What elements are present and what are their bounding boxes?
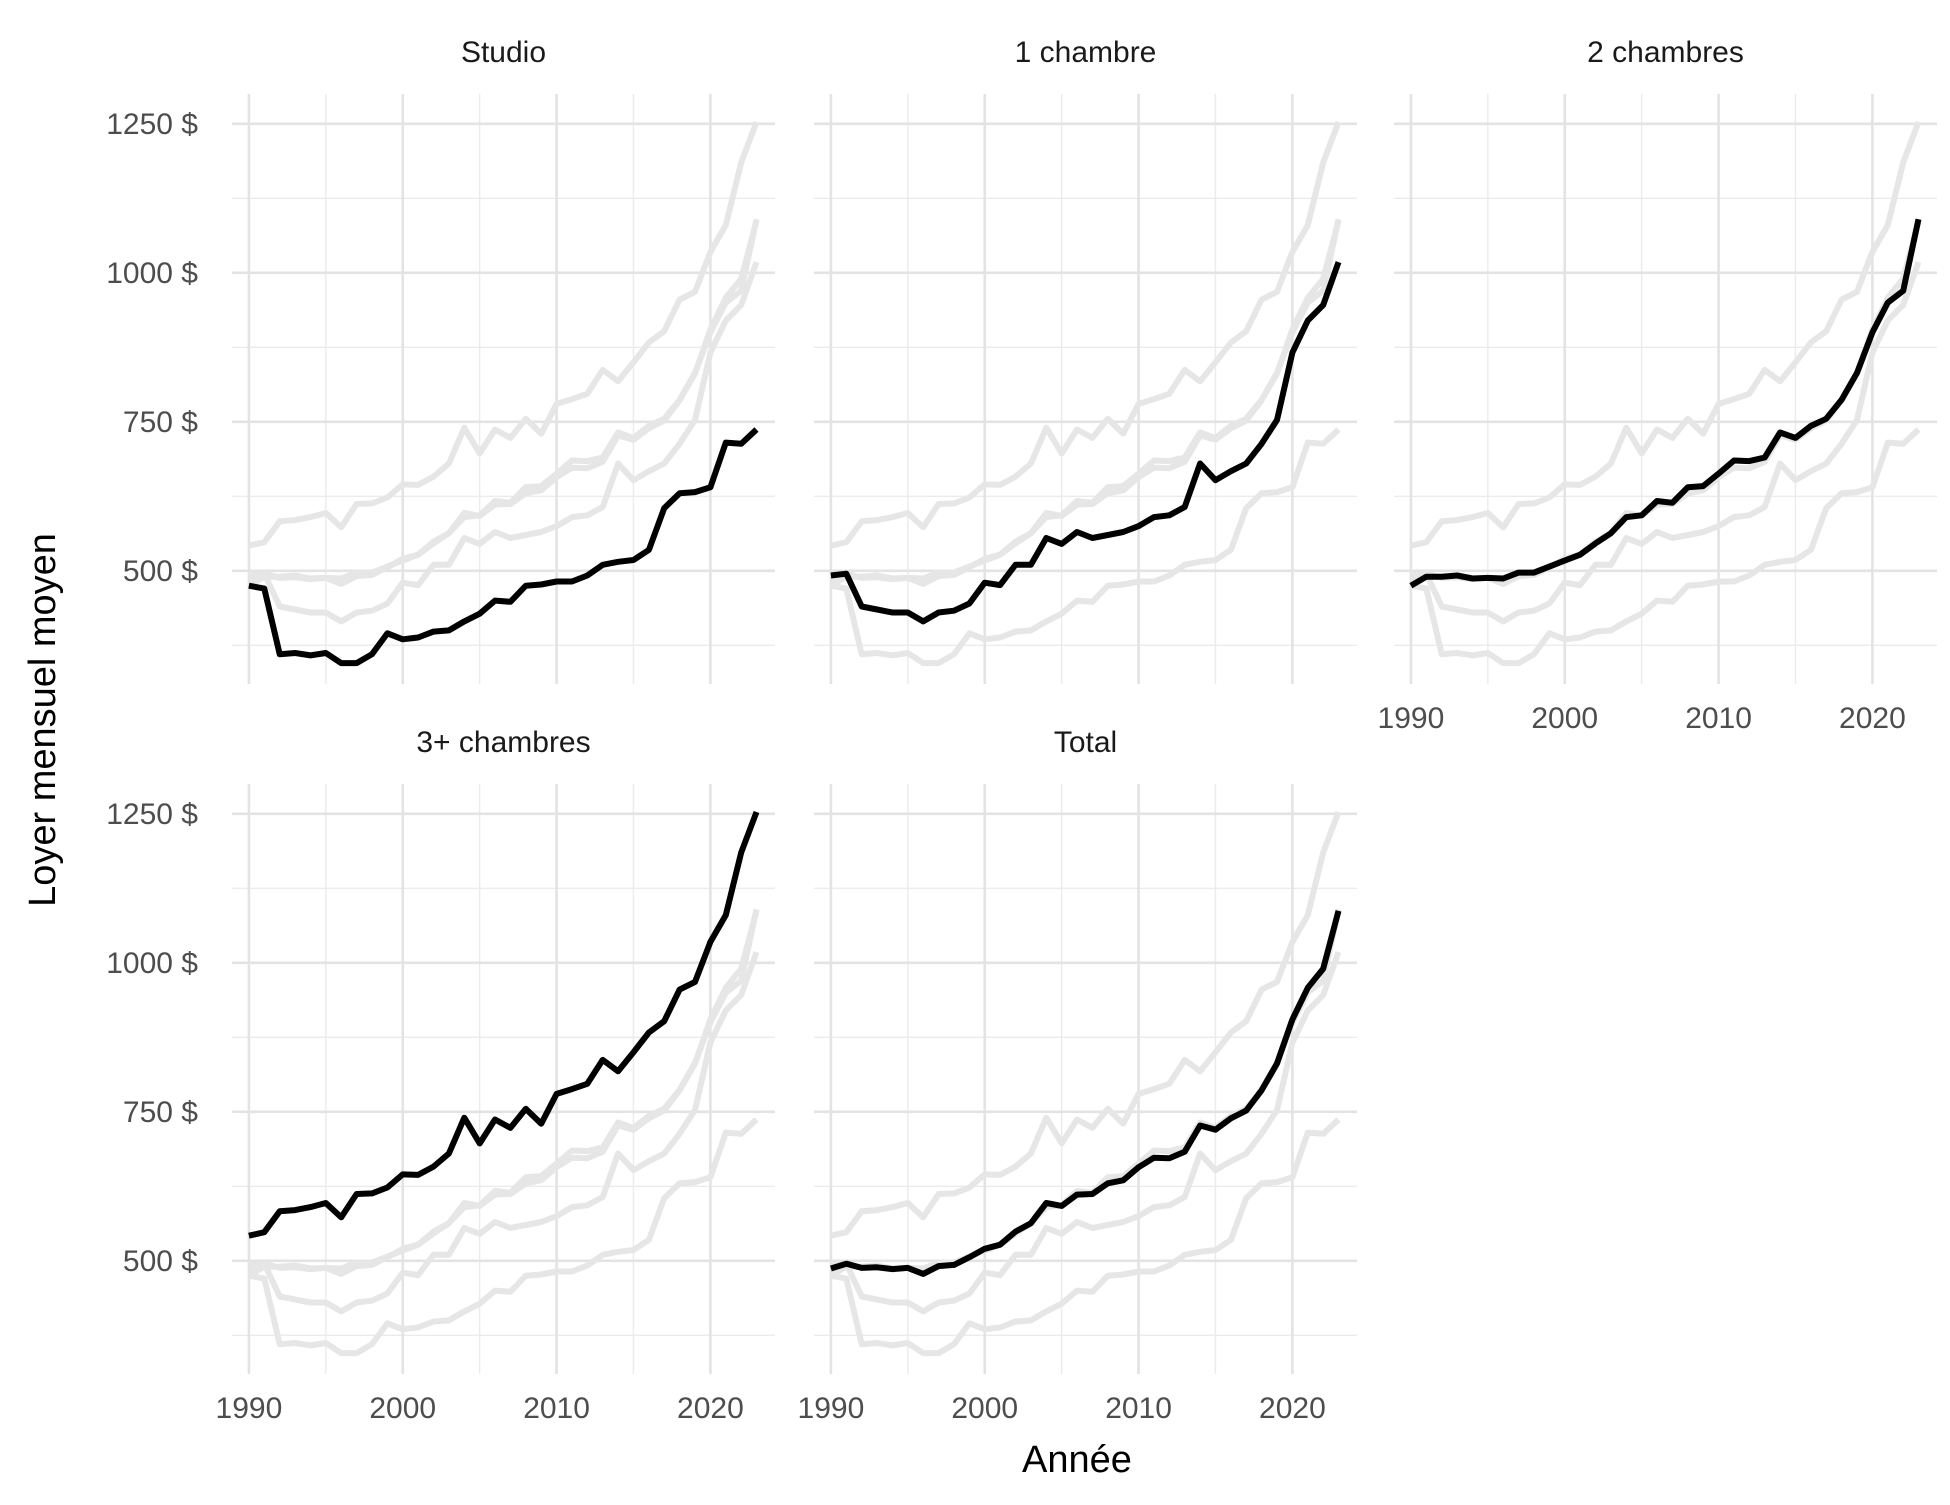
background-series-line xyxy=(248,910,760,1277)
facet-title: Studio xyxy=(461,36,546,69)
facet-title: Total xyxy=(1054,726,1117,759)
x-tick-label: 2010 xyxy=(1105,1392,1172,1425)
facet-title: 2 chambres xyxy=(1587,36,1744,69)
x-tick-label: 2020 xyxy=(677,1392,744,1425)
facet-panel-2: 2 chambres 1990 2000 2010 2020 xyxy=(1378,36,1937,735)
y-tick-label: 1250 $ xyxy=(106,108,198,141)
x-axis-title: Année xyxy=(1022,1439,1132,1481)
highlight-series-line xyxy=(248,810,760,1239)
facet-panel-4: Total 1990 2000 2010 2020 xyxy=(798,726,1357,1425)
y-tick-label: 500 $ xyxy=(123,555,198,588)
highlight-series-line xyxy=(1409,218,1922,589)
background-series-line xyxy=(830,810,1342,1239)
facet-title: 1 chambre xyxy=(1015,36,1157,69)
background-series-line xyxy=(830,120,1342,549)
background-series-line xyxy=(830,220,1342,587)
background-series-line xyxy=(248,1117,759,1357)
x-tick-label: 2000 xyxy=(1531,702,1598,735)
x-tick-label: 1990 xyxy=(216,1392,283,1425)
y-tick-label: 750 $ xyxy=(123,1096,198,1129)
x-tick-label: 2010 xyxy=(1685,702,1752,735)
x-tick-label: 2000 xyxy=(369,1392,436,1425)
x-tick-label: 2010 xyxy=(523,1392,590,1425)
y-tick-label: 1000 $ xyxy=(106,257,198,290)
background-series-line xyxy=(1410,120,1922,549)
x-tick-label: 1990 xyxy=(1378,702,1445,735)
x-tick-label: 1990 xyxy=(798,1392,865,1425)
background-series-line xyxy=(248,261,760,625)
background-series-line xyxy=(248,951,760,1315)
background-series-line xyxy=(248,220,760,587)
y-tick-label: 750 $ xyxy=(123,406,198,439)
background-series-line xyxy=(830,1117,1341,1357)
y-tick-label: 1250 $ xyxy=(106,798,198,831)
background-series-line xyxy=(248,120,760,549)
facet-panel-3: 3+ chambres 500 $ 750 $ 1000 $ 1250 $ 1990 200… xyxy=(106,726,775,1425)
background-series-line xyxy=(1410,261,1922,625)
facet-panel-0: Studio 500 $ 750 $ 1000 $ 1250 $ xyxy=(106,36,775,684)
x-tick-label: 2020 xyxy=(1259,1392,1326,1425)
highlight-series-line xyxy=(830,261,1342,625)
x-tick-label: 2020 xyxy=(1839,702,1906,735)
facet-title: 3+ chambres xyxy=(416,726,590,759)
highlight-series-line xyxy=(248,427,759,667)
y-tick-label: 1000 $ xyxy=(106,947,198,980)
background-series-line xyxy=(830,427,1341,667)
highlight-series-line xyxy=(830,910,1342,1277)
x-tick-label: 2000 xyxy=(951,1392,1018,1425)
facet-panel-1: 1 chambre xyxy=(814,36,1357,684)
y-tick-label: 500 $ xyxy=(123,1245,198,1278)
y-axis-title: Loyer mensuel moyen xyxy=(22,533,64,907)
background-series-line xyxy=(830,951,1342,1315)
background-series-line xyxy=(1410,427,1921,667)
